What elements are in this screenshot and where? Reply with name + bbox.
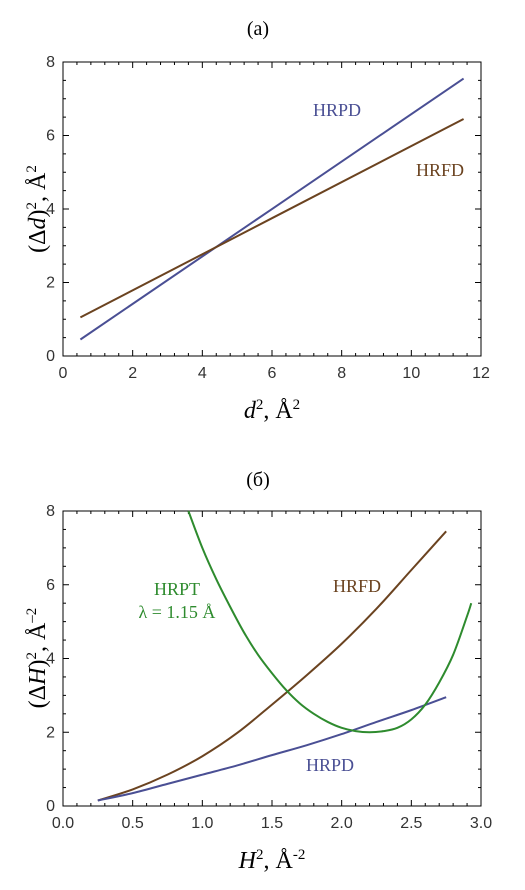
x-tick-label: 1.0 bbox=[191, 815, 213, 832]
series-line-hrpd bbox=[79, 77, 465, 341]
y-axis-label: (Δd)2, Å2 bbox=[24, 165, 51, 253]
x-tick-label: 10 bbox=[402, 365, 420, 382]
chart-panel-a: 0 2 4 6 8 10 12 0 2 4 6 8 HRPD HRFD (a) d2, Å2 (Δd)2, Å2 bbox=[24, 18, 490, 424]
x-tick-label: 6 bbox=[268, 365, 277, 382]
series-label-hrpt-wavelength: λ = 1.15 Å bbox=[139, 602, 216, 622]
series-line-hrpd bbox=[97, 696, 447, 802]
x-tick-label: 1.5 bbox=[261, 815, 283, 832]
panel-title: (б) bbox=[246, 469, 270, 491]
x-tick-label: 2.5 bbox=[400, 815, 422, 832]
x-tick-label: 2.0 bbox=[331, 815, 353, 832]
y-tick-label: 6 bbox=[46, 577, 55, 594]
chart-panel-b: 0.0 0.5 1.0 1.5 2.0 2.5 3.0 0 2 4 6 8 HRFD HRPD HRPT λ … bbox=[24, 469, 492, 874]
panel-title: (a) bbox=[247, 18, 269, 40]
plot-frame bbox=[62, 510, 482, 807]
y-tick-label: 2 bbox=[46, 275, 55, 292]
series-line-hrpt bbox=[187, 510, 473, 734]
series-label-hrfd: HRFD bbox=[333, 576, 381, 596]
x-axis-label: H2, Å-2 bbox=[238, 847, 306, 874]
series-label-hrfd: HRFD bbox=[416, 160, 464, 180]
series-label-hrpd: HRPD bbox=[313, 100, 361, 120]
series-line-hrfd bbox=[97, 530, 447, 802]
x-tick-label: 4 bbox=[198, 365, 207, 382]
y-tick-label: 8 bbox=[46, 54, 55, 71]
y-tick-label: 4 bbox=[46, 201, 55, 218]
x-tick-label: 3.0 bbox=[470, 815, 492, 832]
x-tick-label: 12 bbox=[472, 365, 490, 382]
y-tick-label: 8 bbox=[46, 503, 55, 520]
series-label-hrpd: HRPD bbox=[306, 755, 354, 775]
x-tick-label: 0.5 bbox=[122, 815, 144, 832]
x-tick-label: 0 bbox=[59, 365, 68, 382]
x-tick-label: 0.0 bbox=[52, 815, 74, 832]
y-axis-label: (ΔH)2, Å–2 bbox=[24, 608, 51, 709]
y-tick-label: 2 bbox=[46, 724, 55, 741]
y-tick-label: 0 bbox=[46, 798, 55, 815]
x-tick-label: 8 bbox=[337, 365, 346, 382]
series-label-hrpt: HRPT bbox=[154, 579, 200, 599]
y-tick-label: 4 bbox=[46, 651, 55, 668]
series-line-hrfd bbox=[79, 118, 465, 319]
x-axis-label: d2, Å2 bbox=[244, 397, 300, 424]
x-tick-label: 2 bbox=[128, 365, 137, 382]
y-tick-label: 0 bbox=[46, 348, 55, 365]
y-tick-label: 6 bbox=[46, 128, 55, 145]
